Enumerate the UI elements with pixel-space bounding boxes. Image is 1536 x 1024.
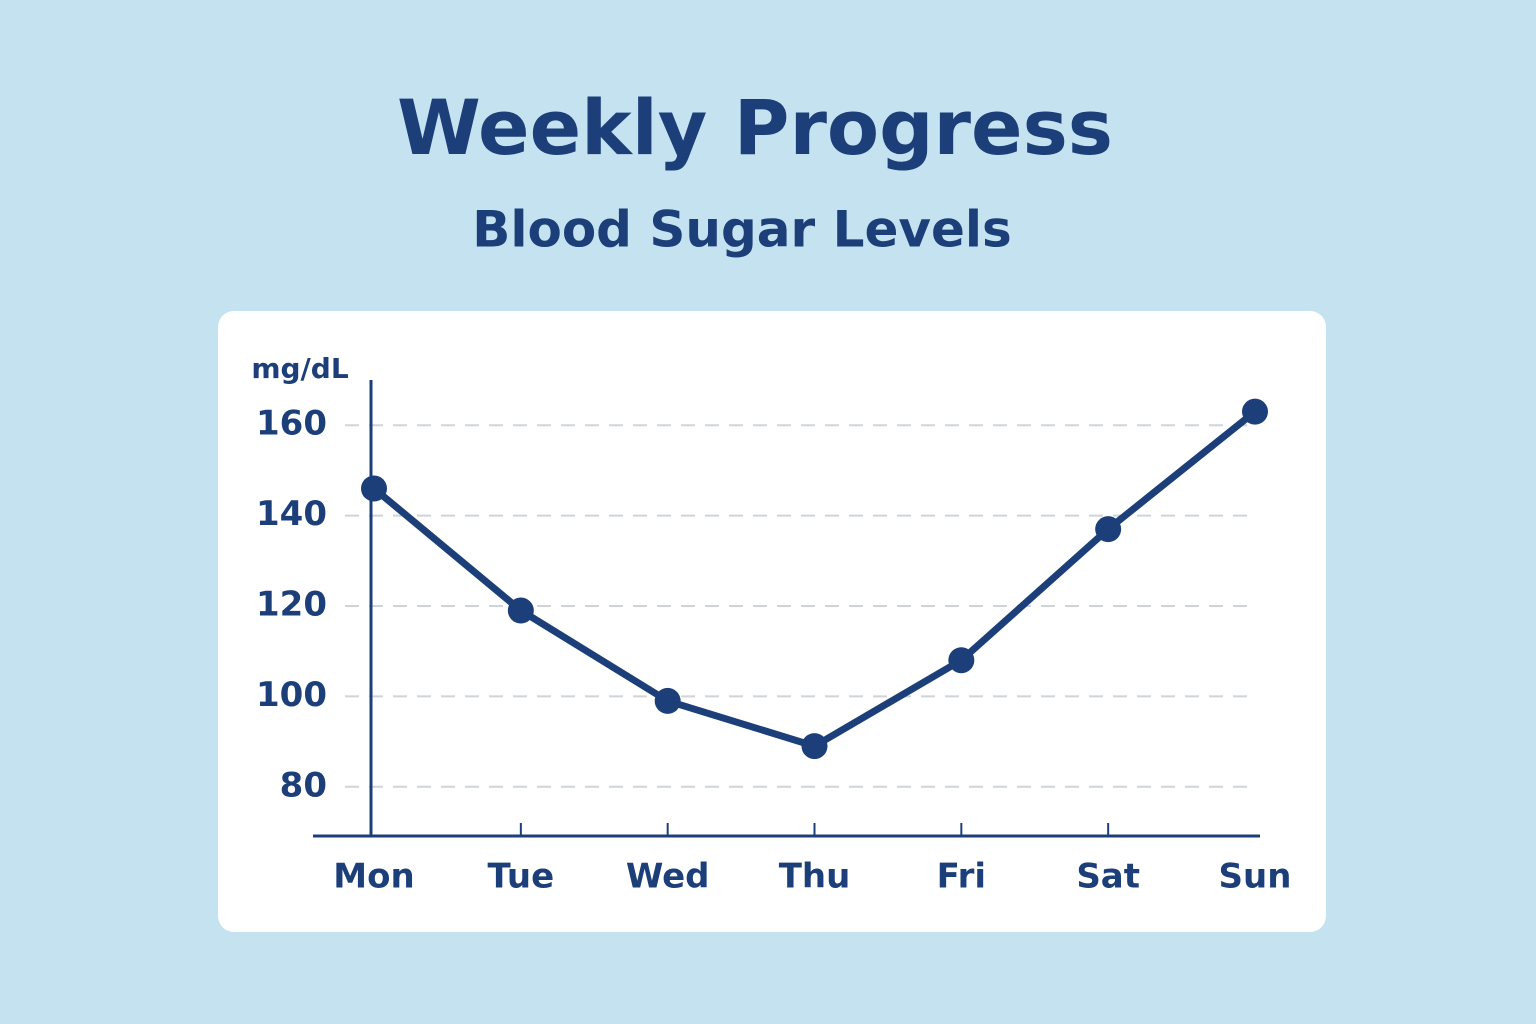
x-tick-label: Mon [333, 857, 414, 897]
y-axis-label: mg/dL [251, 352, 348, 385]
y-tick-label: 100 [256, 675, 327, 715]
y-tick-label: 80 [280, 765, 327, 805]
x-tick-label: Sat [1076, 857, 1140, 897]
data-point [507, 597, 534, 624]
chart-subtitle: Blood Sugar Levels [472, 201, 1012, 259]
y-tick-label: 140 [256, 494, 327, 534]
x-tick-label: Thu [779, 857, 851, 897]
x-tick-label: Sun [1219, 857, 1292, 897]
x-tick-label: Tue [487, 857, 554, 897]
y-tick-label: 160 [256, 404, 327, 444]
data-point [654, 687, 681, 714]
data-point [801, 733, 828, 760]
chart-title: Weekly Progress [397, 83, 1113, 172]
x-tick-label: Fri [937, 857, 986, 897]
chart-card [218, 311, 1326, 932]
x-tick-label: Wed [626, 857, 710, 897]
data-point [1242, 398, 1268, 425]
data-point [948, 647, 975, 674]
y-tick-label: 120 [256, 585, 327, 625]
data-point [361, 475, 387, 502]
data-point [1095, 516, 1122, 543]
